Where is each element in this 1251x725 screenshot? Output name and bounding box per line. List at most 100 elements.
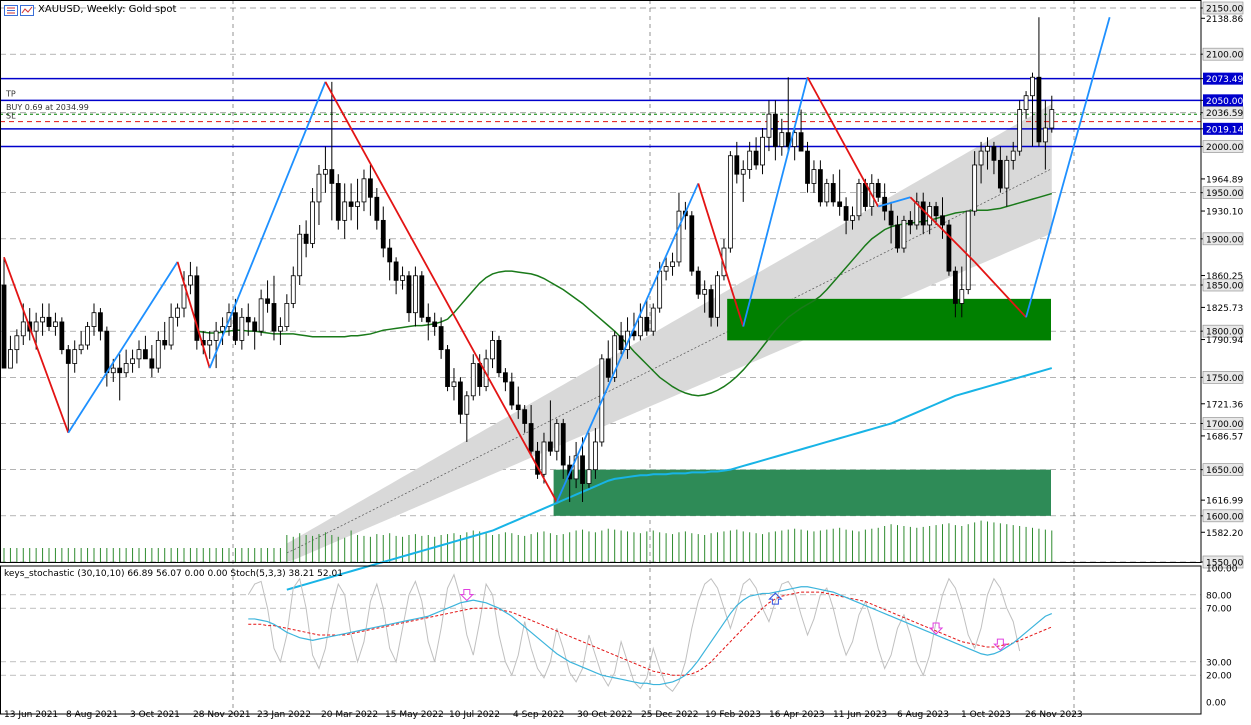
y-tick: 1825.73: [1201, 304, 1243, 314]
x-tick-label: 6 Aug 2023: [897, 710, 949, 720]
y-tick: 1650.00: [1201, 463, 1244, 476]
indicator-list-icon[interactable]: [4, 5, 18, 16]
candle-body: [98, 312, 103, 332]
candle-body: [740, 169, 746, 175]
candle: [72, 340, 78, 373]
candle: [419, 271, 425, 322]
candle-body: [914, 201, 920, 226]
candle-body: [637, 316, 643, 337]
candle-body: [798, 132, 804, 152]
candle-body: [850, 215, 855, 221]
candle-body: [1030, 76, 1035, 97]
candle-body: [1049, 109, 1055, 129]
candle: [792, 128, 798, 161]
candle-body: [663, 266, 669, 272]
candle: [316, 164, 322, 225]
y-tick-label: 2138.86: [1206, 15, 1243, 25]
candle: [1042, 100, 1048, 170]
volume-histogram: [3, 520, 1053, 562]
sell-arrow-icon: [928, 622, 944, 635]
candle: [528, 405, 534, 456]
candle: [907, 211, 913, 235]
zigzag-lines: [3, 16, 1111, 503]
y-tick-label: 2073.49: [1206, 75, 1243, 85]
y-tick: 1950.00: [1201, 186, 1243, 199]
candle-body: [265, 298, 270, 304]
candle-body: [117, 367, 123, 374]
candle-body: [676, 210, 682, 263]
candle-body: [406, 275, 412, 314]
candle: [522, 405, 528, 433]
y-tick-label: 1686.57: [1206, 432, 1243, 442]
candle-body: [612, 335, 618, 378]
candle-body: [528, 423, 534, 452]
y-tick-label: 2000.00: [1206, 143, 1243, 153]
candle-body: [650, 307, 656, 332]
y-tick: 1700.00: [1201, 417, 1243, 430]
candle-body: [290, 275, 296, 304]
y-tick: 2073.49: [1201, 72, 1243, 85]
candle-body: [753, 150, 759, 166]
y-tick-label: 1825.73: [1206, 304, 1243, 314]
candle-body: [760, 136, 765, 166]
y-label-box: [1202, 463, 1244, 476]
candle-body: [605, 358, 611, 378]
candle-body: [843, 206, 849, 221]
stochastic-panel: keys_stochastic (30,10,10) 66.89 56.07 0…: [0, 569, 1201, 693]
candle: [413, 266, 418, 327]
candle-body: [554, 423, 560, 452]
candle: [875, 178, 881, 202]
candle: [663, 257, 669, 281]
y-tick-label: 1750.00: [1206, 374, 1243, 384]
y-tick-label: 2050.00: [1206, 97, 1243, 107]
candle: [901, 215, 907, 253]
candle: [837, 169, 843, 216]
candle-body: [888, 210, 894, 226]
candle: [1049, 95, 1055, 133]
chart-settings-icon[interactable]: [20, 5, 34, 16]
candle-body: [695, 270, 701, 295]
candle-body: [1010, 150, 1016, 161]
candle: [278, 317, 283, 346]
candle: [284, 294, 290, 332]
candle-body: [856, 183, 862, 217]
candle-body: [779, 132, 785, 147]
candle-body: [496, 339, 502, 374]
candle-body: [785, 132, 791, 147]
y-tick: 1930.10: [1201, 208, 1243, 218]
candle-body: [155, 339, 161, 369]
candle-body: [901, 219, 907, 249]
candle: [650, 303, 656, 336]
zigzag-up-line: [1025, 16, 1111, 318]
candle: [715, 271, 720, 327]
buy-label: BUY 0.69 at 2034.99: [6, 103, 89, 112]
stoch-y-tick-label: 100.00: [1206, 565, 1238, 575]
y-tick-label: 1850.00: [1206, 282, 1243, 292]
candle: [155, 331, 161, 373]
candle: [965, 210, 971, 295]
y-tick-label: 2150.00: [1206, 5, 1243, 15]
candle-body: [8, 349, 13, 369]
candle: [348, 183, 354, 221]
candle-body: [509, 381, 515, 406]
candle: [297, 224, 303, 285]
candle-body: [766, 113, 772, 138]
zigzag-up-line: [67, 261, 179, 434]
candle: [329, 81, 335, 221]
candle: [130, 349, 135, 373]
candle-body: [978, 150, 984, 166]
candle: [586, 432, 592, 489]
x-tick-label: 3 Oct 2021: [130, 710, 180, 720]
candle-body: [123, 363, 129, 374]
candle-body: [702, 289, 708, 295]
candle: [98, 308, 103, 341]
candle-body: [233, 312, 238, 341]
y-tick-label: 1950.00: [1206, 189, 1243, 199]
candle: [78, 331, 84, 355]
candle: [123, 349, 129, 378]
y-tick-label: 1964.89: [1206, 175, 1243, 185]
candle-body: [194, 275, 200, 341]
candle: [207, 331, 213, 359]
candle: [503, 368, 508, 392]
